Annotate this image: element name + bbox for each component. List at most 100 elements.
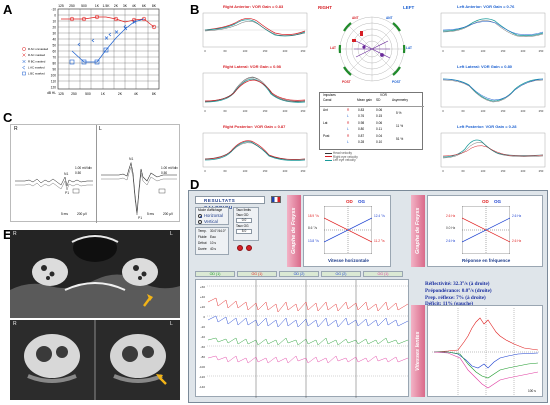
vemp-wave-n1-left: N1	[64, 172, 68, 176]
svg-text:100: 100	[243, 109, 248, 113]
svg-text:0: 0	[442, 49, 444, 53]
db-unit: dB HL	[47, 91, 56, 95]
taux-og-field[interactable]: 5.0	[236, 229, 252, 234]
print-button[interactable]	[246, 245, 252, 251]
radio-horizontal-label[interactable]: Horizontal	[204, 213, 223, 218]
svg-text:40: 40	[52, 38, 56, 42]
svg-text:+40: +40	[200, 295, 205, 299]
svg-text:-10: -10	[51, 8, 56, 12]
vemp-side-left-2: 0.50	[75, 171, 82, 175]
svg-text:L BC masked: L BC masked	[28, 72, 45, 76]
left-ear-markers	[104, 20, 137, 40]
freq-top-label: 4K	[132, 4, 137, 8]
freq-bottom-label: 250	[71, 92, 77, 96]
svg-text:100: 100	[481, 109, 486, 113]
right-posterior-title: Right Posterior: VOR Gain = 0.87	[223, 124, 286, 129]
panel-letter-b: B	[190, 2, 200, 17]
svg-text:250: 250	[301, 109, 306, 113]
slow-velocity-graph: 100 s	[427, 305, 543, 397]
svg-text:0: 0	[54, 14, 56, 18]
svg-text:100: 100	[243, 169, 248, 173]
duree-value: 40 s	[210, 247, 217, 251]
svg-text:+20: +20	[200, 305, 205, 309]
svg-text:-120: -120	[199, 375, 205, 379]
radio-vertical-label[interactable]: Vertical	[204, 219, 218, 224]
svg-text:R AC masked: R AC masked	[28, 53, 46, 57]
vitesses-lentes-label: Vitesses lentes	[411, 305, 425, 397]
vor-table: Impulses VOR Canal Mean gain SD Asymmetr…	[319, 92, 424, 150]
freyss-graph-2: OD OG 2.6 Hz 0.0 Hz 2.6 Hz 2.6 Hz 2.6 Hz…	[427, 195, 543, 267]
stop-button[interactable]	[237, 245, 243, 251]
vemp-side-left-1: 1.00 mV/div	[75, 166, 92, 170]
right-lateral-plot: 0 60 100 150 200 250	[202, 72, 308, 113]
prep-reflex-text: Prep. réflexe: 7% (à droite)	[425, 294, 486, 301]
flag-icon[interactable]	[271, 196, 281, 203]
svg-text:30: 30	[52, 32, 56, 36]
svg-text:60: 60	[461, 49, 465, 53]
freq-top-label: 500	[81, 4, 87, 8]
dial-post-right: POST	[392, 80, 401, 84]
svg-text:250: 250	[301, 49, 306, 53]
vemp-scale-ms-right: 5 ms	[147, 212, 154, 216]
vhit-panel: Right Anterior: VOR Gain = 0.83 0 60 100 1…	[195, 2, 548, 177]
left-bc-markers	[69, 47, 109, 65]
left-lateral-plot: 0 60 100 150 200 250	[440, 72, 546, 113]
radio-horizontal[interactable]	[198, 214, 202, 218]
right-ear-markers	[69, 14, 157, 30]
vemp-wave-n1-right: N1	[129, 157, 133, 161]
svg-text:250: 250	[539, 49, 544, 53]
audiogram-frame	[57, 8, 160, 90]
vemp-scale-uv-right: 200 µV	[163, 212, 174, 216]
svg-text:60: 60	[52, 50, 56, 54]
svg-text:200: 200	[283, 49, 288, 53]
freq-top-label: 1K	[95, 4, 100, 8]
freyss-side-label-2: Graphe de Freyss	[411, 195, 425, 267]
svg-text:250: 250	[539, 109, 544, 113]
svg-text:80: 80	[52, 62, 56, 66]
freq-bottom-label: 2K	[118, 92, 123, 96]
radio-vertical[interactable]	[198, 220, 202, 224]
freq-bottom-label: 8K	[152, 92, 157, 96]
freq-bottom-label: 500	[85, 92, 91, 96]
vemp-scale-ms-left: 5 ms	[61, 212, 68, 216]
svg-text:200: 200	[283, 109, 288, 113]
svg-text:150: 150	[501, 49, 506, 53]
svg-text:60: 60	[223, 109, 227, 113]
left-posterior-plot: 0 60 100 150 200 250	[440, 132, 546, 173]
caloric-summary: Réflectivité: 32.3°/s (à droite) Prépond…	[425, 281, 492, 308]
panel-letter-c: C	[3, 110, 13, 125]
vemp-side-right-1: 1.00 mV/div	[161, 166, 178, 170]
dial-post-left: POST	[342, 80, 351, 84]
svg-text:150: 150	[501, 109, 506, 113]
taux-od-field[interactable]: 0.0	[236, 218, 252, 223]
freq-top-label: 3K	[123, 4, 128, 8]
channel-tab[interactable]: OD (1)	[195, 271, 235, 277]
svg-text:100: 100	[243, 49, 248, 53]
left-anterior-plot: 0 60 100 150 200 250	[440, 12, 546, 53]
left-posterior-title: Left Posterior: VOR Gain = 0.28	[457, 124, 517, 129]
svg-text:200: 200	[521, 109, 526, 113]
channel-tab[interactable]: OG (1)	[237, 271, 277, 277]
vemp-label-l: L	[99, 126, 102, 132]
channel-tab[interactable]: OD (2)	[279, 271, 319, 277]
right-anterior-plot: 0 60 100 150 200 250	[202, 12, 308, 53]
svg-text:-20: -20	[201, 325, 206, 329]
svg-text:R AC unmasked: R AC unmasked	[28, 47, 49, 51]
svg-text:250: 250	[301, 169, 306, 173]
panel-letter-d: D	[190, 177, 200, 192]
channel-tab[interactable]: OG (2)	[321, 271, 361, 277]
freq-bottom-label: 125	[58, 92, 64, 96]
ct-top-l: L	[170, 231, 173, 237]
right-lateral-title: Right Lateral: VOR Gain = 0.98	[223, 64, 281, 69]
arrow-icon	[143, 294, 153, 307]
left-anterior-title: Left Anterior: VOR Gain = 0.76	[457, 4, 515, 9]
vemp-label-r: R	[14, 126, 18, 132]
freq-bottom-label: 4K	[134, 92, 139, 96]
svg-text:200: 200	[521, 49, 526, 53]
channel-tab[interactable]: OG (1)	[363, 271, 403, 277]
taux-box: Taux limits Taux OD 0.0 Taux OG 5.0	[233, 207, 259, 241]
audiogram-hgrid	[58, 14, 159, 82]
svg-text:60: 60	[223, 169, 227, 173]
audiogram-panel: 125 250 500 1K 1.5K 2K 3K 4K 6K 8K 125 2…	[8, 2, 168, 102]
svg-text:0: 0	[204, 109, 206, 113]
